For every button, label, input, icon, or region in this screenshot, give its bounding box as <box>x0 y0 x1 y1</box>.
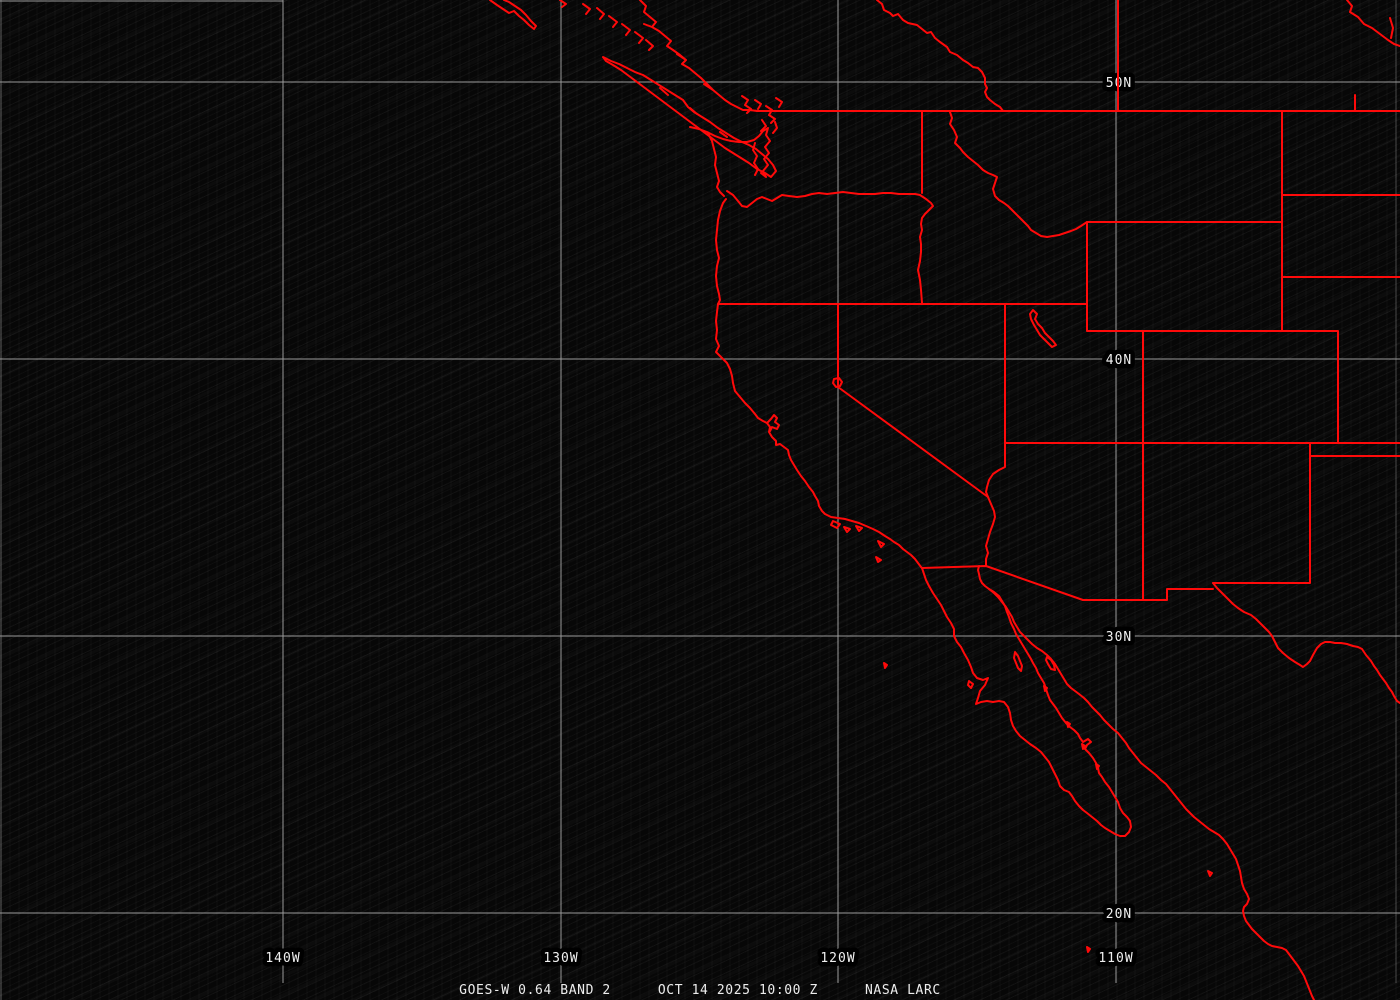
california-nevada-diagonal-path <box>837 386 989 498</box>
lake-tahoe-outline <box>832 377 843 388</box>
caption-datetime: OCT 14 2025 10:00 Z <box>657 983 818 998</box>
columbia-snake-border-path <box>726 190 934 304</box>
channel-islands-path <box>830 520 885 563</box>
north-islands-path <box>489 0 654 51</box>
canada-borders-path <box>876 0 1400 112</box>
vancouver-island-outline <box>602 56 777 178</box>
oregon-california-coast-path <box>715 198 923 569</box>
baja-peninsula-outline <box>921 565 1132 837</box>
lon-label-140w: 140W <box>265 951 300 966</box>
washington-coast-path <box>707 132 725 197</box>
offshore-islands-path <box>883 662 1213 953</box>
bc-mainland-coast-path <box>639 0 758 112</box>
lat-label-30n: 30N <box>1106 630 1132 645</box>
lat-label-40n: 40N <box>1106 353 1132 368</box>
idaho-montana-border-path <box>949 111 1088 238</box>
caption-instrument: GOES-W 0.64 BAND 2 <box>459 983 611 998</box>
mexico-border-path <box>921 565 1084 601</box>
state-borders-path <box>717 0 1400 601</box>
lon-label-130w: 130W <box>543 951 578 966</box>
great-salt-lake-outline <box>1029 309 1057 348</box>
image-caption: GOES-W 0.64 BAND 2 OCT 14 2025 10:00 Z N… <box>0 983 1400 998</box>
lon-label-110w: 110W <box>1098 951 1133 966</box>
rio-grande-path <box>1212 582 1400 704</box>
puget-sound-path <box>689 121 778 178</box>
colorado-river-border-path <box>985 442 1006 567</box>
gulf-islands-path <box>1013 651 1100 770</box>
sonora-coast-path <box>988 588 1315 1000</box>
san-juan-islands-path <box>741 95 783 132</box>
caption-source: NASA LARC <box>864 983 941 998</box>
map-overlay <box>489 0 1400 1000</box>
lat-label-20n: 20N <box>1106 907 1132 922</box>
lon-label-120w: 120W <box>820 951 855 966</box>
san-francisco-bay-path <box>766 414 780 432</box>
